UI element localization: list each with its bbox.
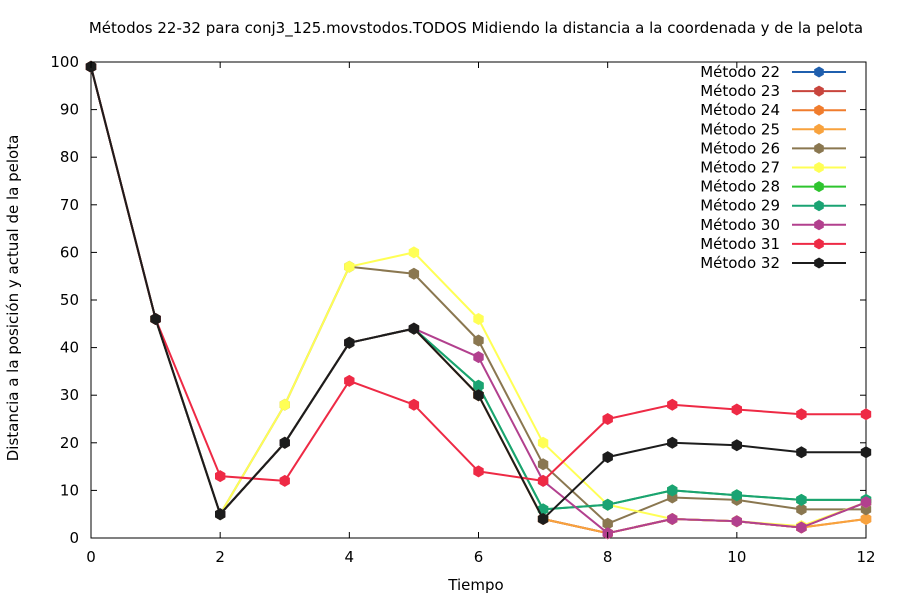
data-point <box>796 446 807 459</box>
legend-label: Método 24 <box>700 101 780 119</box>
data-point <box>796 521 807 534</box>
legend-label: Método 31 <box>700 235 780 253</box>
y-tick-label: 50 <box>60 291 79 309</box>
data-point <box>667 513 678 525</box>
legend-swatch-marker <box>814 104 824 116</box>
data-point <box>667 436 678 449</box>
y-tick-label: 70 <box>60 196 79 214</box>
y-tick-label: 80 <box>60 148 79 166</box>
data-point <box>860 446 872 459</box>
legend-label: Método 29 <box>700 197 780 215</box>
legend-swatch-marker <box>814 123 824 135</box>
data-point <box>537 436 549 449</box>
x-tick-label: 10 <box>727 548 746 566</box>
data-point <box>473 379 484 392</box>
y-tick-label: 60 <box>60 243 79 261</box>
data-point <box>796 408 807 421</box>
y-tick-label: 90 <box>60 101 79 119</box>
data-point <box>408 322 420 335</box>
y-axis-label: Distancia a la posición y actual de la p… <box>4 135 22 462</box>
legend-swatch-marker <box>814 257 824 269</box>
x-tick-label: 2 <box>215 548 225 566</box>
data-point <box>279 398 290 411</box>
data-point <box>860 496 872 509</box>
data-point <box>150 313 161 325</box>
data-point <box>796 503 807 516</box>
x-tick-label: 6 <box>474 548 484 566</box>
legend-swatch-marker <box>814 162 824 173</box>
legend-label: Método 23 <box>700 82 780 100</box>
data-point <box>473 465 484 478</box>
data-point <box>602 413 613 425</box>
data-point <box>279 474 290 487</box>
data-point <box>215 470 226 483</box>
data-point <box>537 458 549 471</box>
data-point <box>731 439 742 452</box>
y-tick-label: 10 <box>60 481 79 499</box>
chart-title: Métodos 22-32 para conj3_125.movstodos.T… <box>89 19 863 38</box>
data-point <box>344 260 355 273</box>
data-point <box>667 398 678 411</box>
legend-swatch-marker <box>814 85 824 97</box>
data-point <box>731 515 742 528</box>
legend-swatch-marker <box>814 219 824 231</box>
y-tick-label: 20 <box>60 434 79 452</box>
data-point <box>667 484 678 497</box>
legend-label: Método 26 <box>700 139 780 157</box>
y-tick-label: 40 <box>60 339 79 357</box>
legend-swatch-marker <box>814 238 824 250</box>
x-tick-label: 8 <box>603 548 613 566</box>
legend-label: Método 25 <box>700 120 780 138</box>
data-point <box>473 351 484 364</box>
legend-swatch-marker <box>814 66 824 78</box>
data-point <box>602 451 613 464</box>
legend-label: Método 32 <box>700 254 780 272</box>
data-point <box>215 508 226 521</box>
y-tick-label: 30 <box>60 386 79 404</box>
y-tick-label: 0 <box>69 529 79 547</box>
data-point <box>537 474 549 487</box>
data-point <box>473 389 484 402</box>
x-tick-label: 12 <box>856 548 875 566</box>
legend-label: Método 28 <box>700 178 780 196</box>
legend-swatch-marker <box>814 200 824 212</box>
legend-swatch-marker <box>814 142 824 154</box>
y-tick-label: 100 <box>50 53 79 71</box>
data-point <box>344 336 355 349</box>
data-point <box>602 498 613 511</box>
series-m-todo-32 <box>85 60 872 525</box>
legend-swatch-marker <box>814 181 824 193</box>
series-m-todo-31 <box>85 60 872 487</box>
data-point <box>408 398 420 411</box>
data-point <box>473 313 484 325</box>
data-point <box>860 513 872 525</box>
data-point <box>860 408 872 421</box>
legend-label: Método 27 <box>700 159 780 177</box>
data-point <box>473 334 484 347</box>
x-axis-label: Tiempo <box>447 576 503 594</box>
data-point <box>602 517 613 530</box>
data-point <box>408 267 420 280</box>
x-tick-label: 4 <box>345 548 355 566</box>
data-point <box>344 374 355 387</box>
data-point <box>731 403 742 416</box>
x-tick-label: 0 <box>86 548 96 566</box>
legend-label: Método 22 <box>700 63 780 81</box>
data-point <box>408 246 420 259</box>
data-point <box>279 436 290 449</box>
data-point <box>731 489 742 502</box>
legend-label: Método 30 <box>700 216 780 234</box>
data-point <box>537 513 549 525</box>
data-point <box>796 493 807 506</box>
